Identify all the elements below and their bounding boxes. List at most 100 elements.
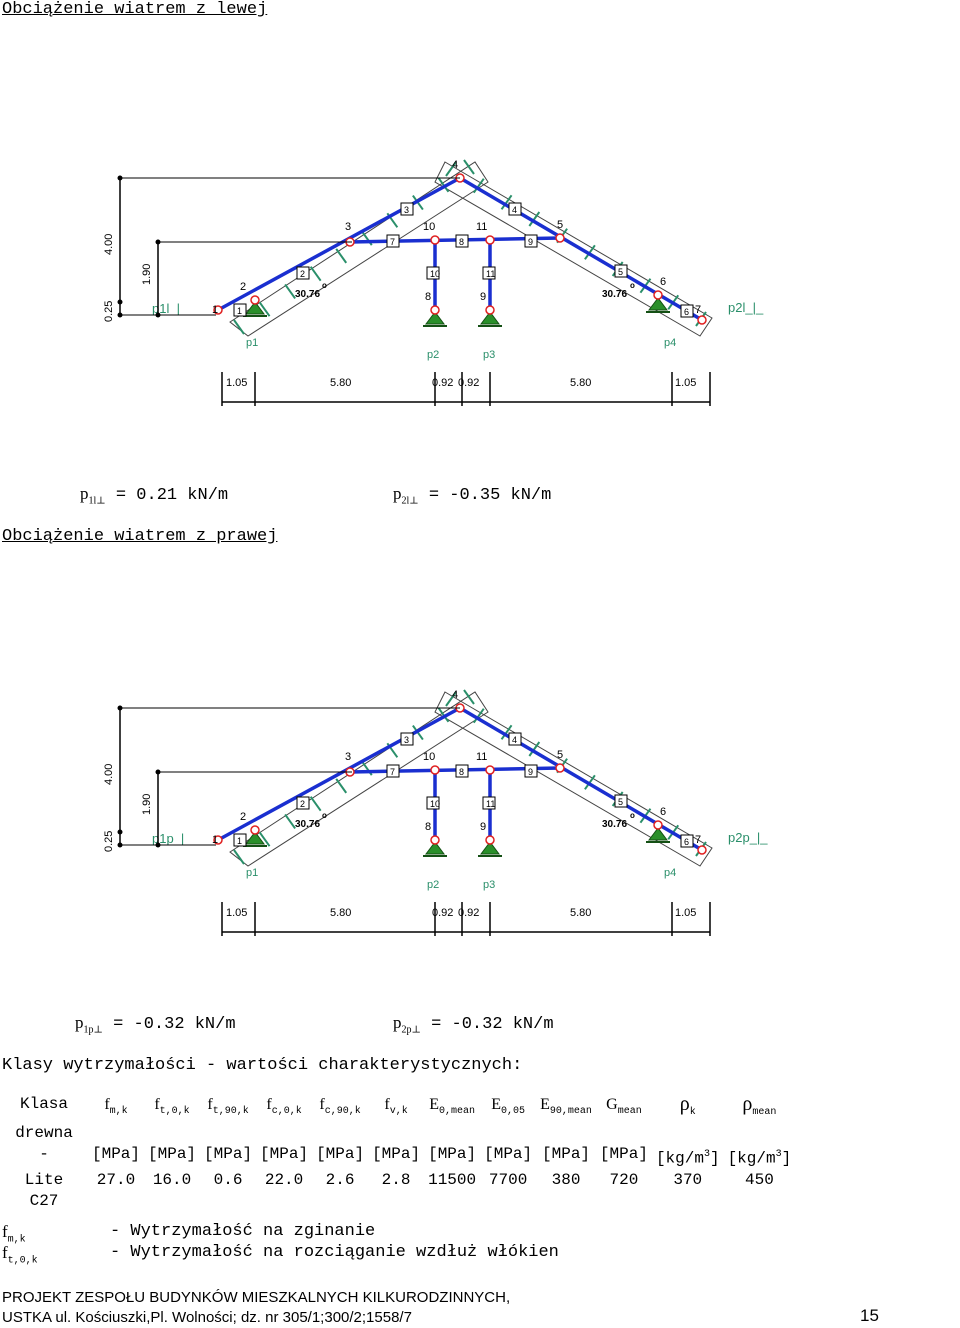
unit-cell: - [39, 1145, 49, 1164]
load-arrow [437, 707, 450, 723]
node-marker [555, 763, 565, 773]
load-arrow [258, 831, 271, 847]
load-arrow [284, 283, 296, 300]
node-label: 11 [476, 221, 487, 233]
member-number-box [614, 794, 628, 808]
member-number: 7 [390, 767, 395, 777]
angle-label: 30.76 [295, 289, 320, 300]
dimension-dot [117, 175, 123, 181]
legend-description: - Wytrzymałość na rozciąganie wzdłuż włó… [110, 1243, 559, 1262]
node-label: 10 [423, 751, 435, 763]
load-strip-left [229, 691, 489, 867]
node-marker [250, 295, 260, 305]
header-cell: E0,mean [429, 1096, 475, 1118]
footer-project-title: PROJEKT ZESPOŁU BUDYNKÓW MIESZKALNYCH KI… [2, 1289, 511, 1306]
node-marker [697, 845, 707, 855]
node-label: 9 [480, 291, 486, 303]
strength-classes-title: Klasy wytrzymałości - wartości charakter… [2, 1056, 523, 1075]
load-arrow [463, 159, 475, 175]
unit-cell: [MPa] [260, 1145, 309, 1164]
unit-cell: [MPa] [92, 1145, 141, 1164]
angle-degree: o [322, 281, 327, 290]
legend-symbol: fm,k [2, 1222, 26, 1246]
node-marker [485, 305, 495, 315]
header-cell: E90,mean [540, 1096, 592, 1118]
member-number-box [524, 764, 538, 778]
table-header-row: Klasa fm,k ft,0,k ft,90,k fc,0,k fc,90,k… [0, 1094, 795, 1123]
value-cell: 11500 [428, 1170, 477, 1189]
load-p2-left: p2l⊥ = -0.35 kN/m [393, 484, 552, 507]
load-arrow [445, 691, 457, 707]
node-label: 3 [345, 751, 351, 763]
node-label: 2 [240, 811, 246, 823]
node-label: 10 [423, 221, 435, 233]
height-label: 0.25 [103, 831, 115, 852]
value-cell: 16.0 [152, 1170, 192, 1189]
table-row: Lite 27.0 16.0 0.6 22.0 2.6 2.8 11500 77… [0, 1170, 795, 1191]
dimension-label: 0.92 [432, 377, 453, 389]
value-cell: 380 [551, 1170, 581, 1189]
header-cell: ρk [679, 1093, 696, 1119]
node-marker [485, 765, 495, 775]
header-class: Klasa [19, 1095, 68, 1113]
member-number: 11 [486, 799, 495, 809]
unit-cell: [MPa] [484, 1145, 533, 1164]
header-cell: Gmean [606, 1096, 642, 1118]
load-arrow [445, 161, 457, 177]
angle-label: 30.76 [295, 819, 320, 830]
member-number-box [455, 234, 469, 248]
value-cell: 27.0 [96, 1170, 136, 1189]
node-label: 4 [452, 689, 458, 701]
member-number: 10 [430, 269, 440, 279]
height-label: 1.90 [141, 264, 153, 285]
height-label: 1.90 [141, 794, 153, 815]
node-marker [213, 835, 223, 845]
unit-cell: [MPa] [428, 1145, 477, 1164]
value-cell: 450 [744, 1170, 774, 1189]
height-label: 4.00 [103, 764, 115, 785]
member-number: 4 [512, 735, 517, 745]
node-label: 3 [345, 221, 351, 233]
member-number-box [614, 264, 628, 278]
node-label: 2 [240, 281, 246, 293]
member-number: 8 [459, 237, 464, 247]
angle-degree: o [322, 811, 327, 820]
dimension-label: 5.80 [330, 907, 351, 919]
support-icon [425, 311, 445, 325]
support-label: p1 [246, 337, 258, 349]
node-label: 7 [695, 834, 701, 846]
member-number: 9 [528, 237, 533, 247]
load-arrow [472, 708, 485, 724]
dimension-dot [117, 312, 123, 318]
node-label: 7 [695, 304, 701, 316]
load-arrow [309, 266, 322, 282]
dimension-label: 1.05 [675, 907, 696, 919]
member-number-box [680, 304, 694, 318]
member-number: 6 [684, 837, 689, 847]
table-row: C27 [0, 1191, 795, 1212]
support-label: p1 [246, 867, 258, 879]
dimension-dot [117, 842, 123, 848]
support-icon [245, 831, 265, 845]
load-arrow [463, 689, 475, 705]
member-number-box [400, 202, 414, 216]
row-class-name-2: C27 [29, 1191, 59, 1210]
dimension-label: 1.05 [675, 377, 696, 389]
dimension-label: 5.80 [570, 907, 591, 919]
node-marker [485, 835, 495, 845]
support-icon [480, 841, 500, 855]
height-label: 0.25 [103, 301, 115, 322]
support-label: p4 [664, 337, 676, 349]
unit-cell: [MPa] [316, 1145, 365, 1164]
section-title-left-wind: Obciążenie wiatrem z lewej [2, 0, 268, 19]
node-label: 5 [557, 219, 563, 231]
member-number: 10 [430, 799, 440, 809]
table-units-row: - [MPa] [MPa] [MPa] [MPa] [MPa] [MPa] [M… [0, 1144, 795, 1169]
header-cell: ft,0,k [154, 1096, 190, 1118]
node-label: 9 [480, 821, 486, 833]
member-number-box [386, 764, 400, 778]
angle-degree: o [630, 281, 635, 290]
load-arrow [335, 248, 348, 264]
